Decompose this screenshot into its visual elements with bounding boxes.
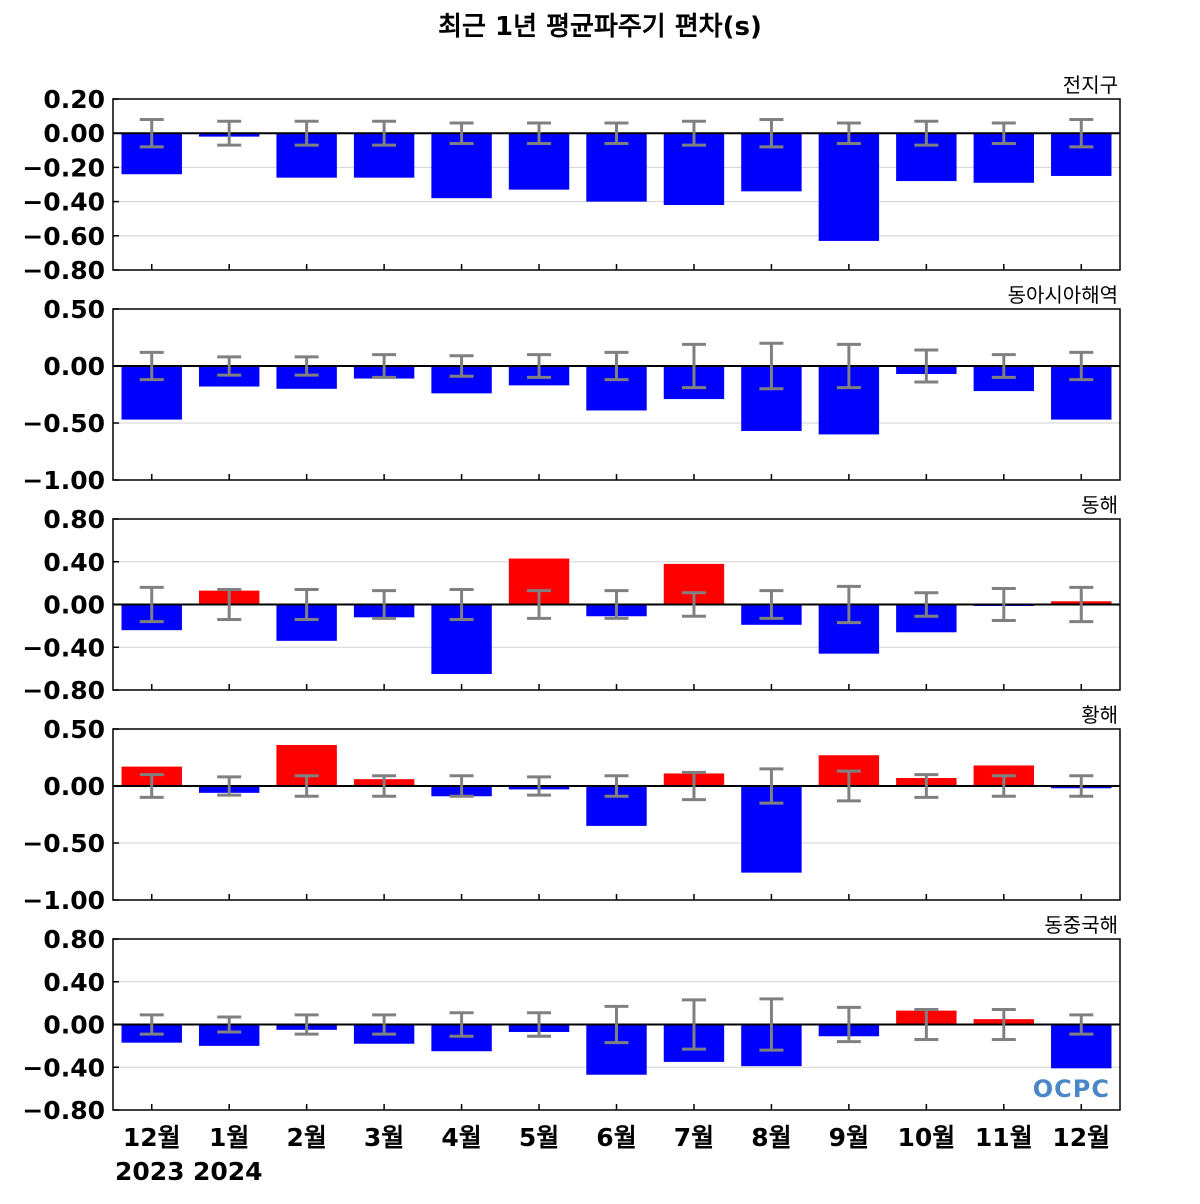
y-tick-label: −0.60 [22, 222, 105, 251]
panel-3: 0.80 0.40 0.00 −0.40 −0.80 동해 [22, 493, 1121, 705]
region-label: 동중국해 [1044, 913, 1118, 937]
x-tick-label: 9월 [829, 1123, 869, 1152]
y-tick-label: 0.50 [43, 295, 105, 324]
y-tick-label: 0.20 [43, 85, 105, 114]
y-tick-label: 0.80 [43, 505, 105, 534]
x-tick-label: 3월 [364, 1123, 404, 1152]
year-labels: 2023 2024 [115, 1157, 263, 1186]
panel-4: 0.50 0.00 −0.50 −1.00 황해 [22, 703, 1121, 915]
x-tick-label: 1월 [209, 1123, 249, 1152]
bar [198, 1024, 260, 1046]
y-tick-label: 0.50 [43, 715, 105, 744]
region-label: 동해 [1081, 493, 1118, 517]
year-label: 2023 [115, 1157, 185, 1186]
x-axis-labels: 12월 1월 2월 3월 4월 5월 6월 7월 8월 9월 10월 11월 12월 [123, 1123, 1110, 1152]
year-label: 2024 [193, 1157, 263, 1186]
bar [276, 366, 337, 389]
region-label: 동아시아해역 [1008, 283, 1118, 307]
x-tick-label: 2월 [286, 1123, 326, 1152]
y-tick-label: 0.80 [43, 925, 105, 954]
y-tick-label: 0.40 [43, 968, 105, 997]
x-tick-label: 8월 [751, 1123, 791, 1152]
y-tick-label: 0.00 [43, 119, 105, 148]
y-tick-label: −0.80 [22, 676, 105, 705]
x-tick-label: 4월 [441, 1123, 481, 1152]
y-tick-label: −0.50 [22, 409, 105, 438]
chart-title: 최근 1년 평균파주기 편차(s) [438, 12, 762, 42]
y-tick-label: 0.00 [43, 1011, 105, 1040]
x-tick-label: 12월 [1052, 1123, 1110, 1152]
region-label: 전지구 [1063, 73, 1118, 97]
bar [818, 133, 880, 241]
x-tick-label: 12월 [123, 1123, 181, 1152]
y-tick-label: 0.00 [43, 591, 105, 620]
y-tick-label: −0.40 [22, 188, 105, 217]
y-tick-label: −0.40 [22, 1053, 105, 1082]
x-tick-label: 5월 [519, 1123, 559, 1152]
x-tick-label: 10월 [897, 1123, 955, 1152]
y-tick-label: −1.00 [22, 886, 105, 915]
x-tick-label: 6월 [596, 1123, 636, 1152]
region-label: 황해 [1081, 703, 1118, 727]
y-tick-label: −0.50 [22, 829, 105, 858]
y-tick-label: −0.20 [22, 153, 105, 182]
chart-panels: 0.20 0.00 −0.20 −0.40 −0.60 −0.80 전지구 0.50 0.00 −… [22, 73, 1121, 1125]
panel-1: 0.20 0.00 −0.20 −0.40 −0.60 −0.80 전지구 [22, 73, 1121, 285]
x-tick-label: 11월 [975, 1123, 1033, 1152]
y-tick-label: 0.00 [43, 772, 105, 801]
y-tick-label: 0.40 [43, 548, 105, 577]
y-tick-label: −0.80 [22, 1096, 105, 1125]
y-tick-label: −0.40 [22, 633, 105, 662]
panel-5: 0.80 0.40 0.00 −0.40 −0.80 동중국해 [22, 913, 1121, 1125]
x-tick-label: 7월 [674, 1123, 714, 1152]
y-tick-label: 0.00 [43, 352, 105, 381]
y-tick-label: −0.80 [22, 256, 105, 285]
panel-2: 0.50 0.00 −0.50 −1.00 동아시아해역 [22, 283, 1121, 495]
y-tick-label: −1.00 [22, 466, 105, 495]
ocpc-logo: OCPC [1033, 1075, 1110, 1103]
